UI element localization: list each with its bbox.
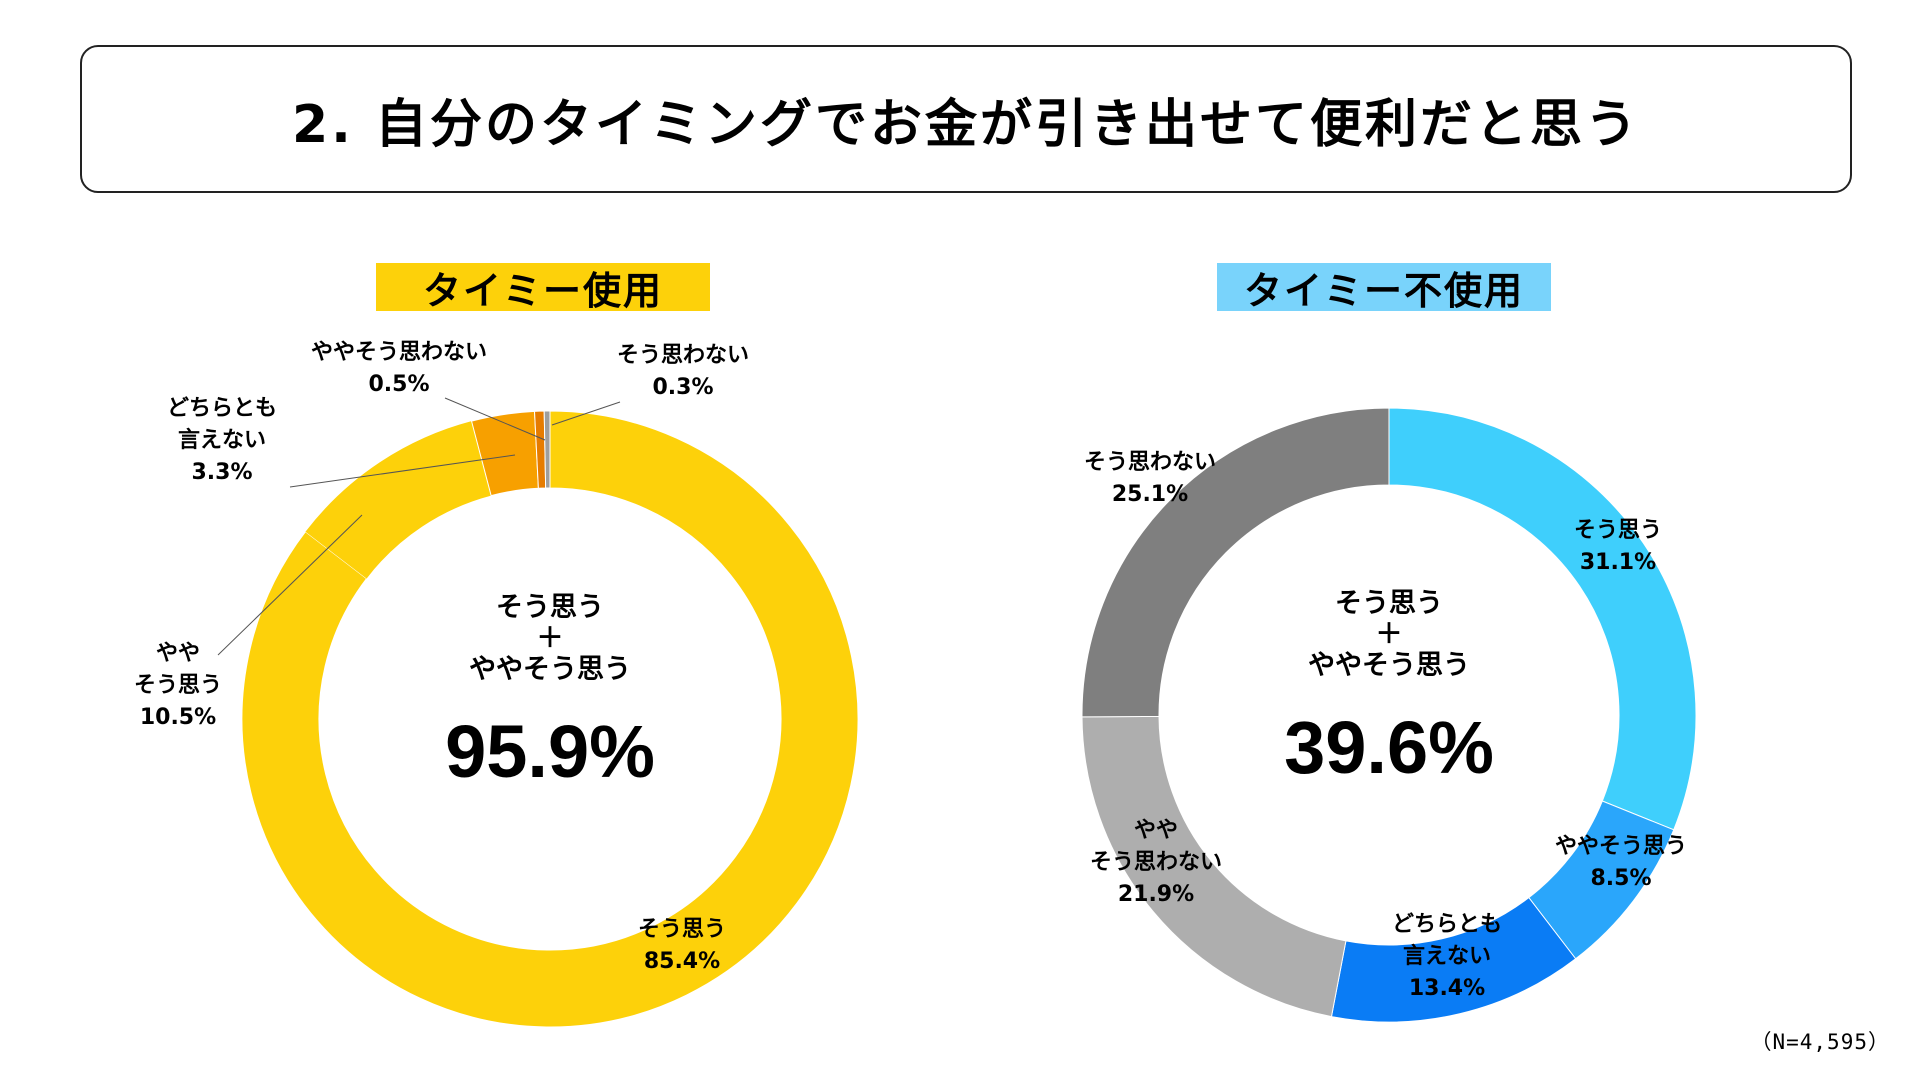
slice-value-label: 3.3% bbox=[191, 460, 252, 485]
slice-name-label: 言えない bbox=[178, 427, 266, 453]
center-total: 39.6% bbox=[1284, 706, 1494, 789]
slice-name-label: そう思う bbox=[134, 673, 222, 698]
slice-value-label: 21.9% bbox=[1118, 882, 1194, 907]
page-title: 2. 自分のタイミングでお金が引き出せて便利だと思う bbox=[291, 94, 1641, 155]
slice-name-label: ややそう思う bbox=[1555, 834, 1687, 859]
slice-name-label: そう思う bbox=[638, 917, 726, 942]
donut-slice bbox=[305, 421, 492, 579]
slice-value-label: 13.4% bbox=[1409, 976, 1485, 1001]
center-plus: ＋ bbox=[1376, 619, 1403, 650]
slice-name-label: ややそう思わない bbox=[311, 340, 487, 365]
slice-value-label: 10.5% bbox=[140, 705, 216, 730]
slice-value-label: 0.3% bbox=[652, 375, 713, 400]
slice-name-label: そう思わない bbox=[1084, 450, 1216, 475]
slice-name-label: やや bbox=[1134, 818, 1178, 843]
leader-line bbox=[551, 401, 621, 426]
chart-title-used: タイミー使用 bbox=[376, 263, 710, 313]
center-line1: そう思う bbox=[496, 592, 604, 623]
center-line3: ややそう思う bbox=[1308, 650, 1470, 681]
slice-name-label: そう思う bbox=[1574, 518, 1662, 543]
slice-value-label: 31.1% bbox=[1580, 550, 1656, 575]
center-plus: ＋ bbox=[537, 623, 564, 654]
slice-name-label: やや bbox=[156, 641, 200, 666]
slice-name-label: どちらとも bbox=[1392, 912, 1502, 937]
center-total: 95.9% bbox=[445, 710, 655, 793]
slice-value-label: 8.5% bbox=[1590, 866, 1651, 891]
sample-size-note: （N=4,595） bbox=[1750, 1030, 1890, 1054]
slice-value-label: 25.1% bbox=[1112, 482, 1188, 507]
center-line1: そう思う bbox=[1335, 588, 1443, 619]
leader-line bbox=[217, 514, 363, 656]
leader-line bbox=[444, 397, 546, 441]
slice-name-label: 言えない bbox=[1403, 943, 1491, 969]
slice-name-label: そう思わない bbox=[617, 343, 749, 368]
donut-slice bbox=[1081, 407, 1390, 718]
slice-value-label: 0.5% bbox=[368, 372, 429, 397]
donut-slice bbox=[1388, 407, 1697, 831]
slice-value-label: 85.4% bbox=[644, 949, 720, 974]
title-box: 2. 自分のタイミングでお金が引き出せて便利だと思う bbox=[80, 45, 1852, 193]
chart-title-unused: タイミー不使用 bbox=[1217, 263, 1551, 313]
leader-line bbox=[289, 454, 516, 488]
slice-name-label: どちらとも bbox=[167, 396, 277, 421]
center-line3: ややそう思う bbox=[469, 654, 631, 685]
slice-name-label: そう思わない bbox=[1090, 850, 1222, 875]
donut-slice bbox=[241, 410, 859, 1028]
donut-slice bbox=[543, 410, 551, 489]
